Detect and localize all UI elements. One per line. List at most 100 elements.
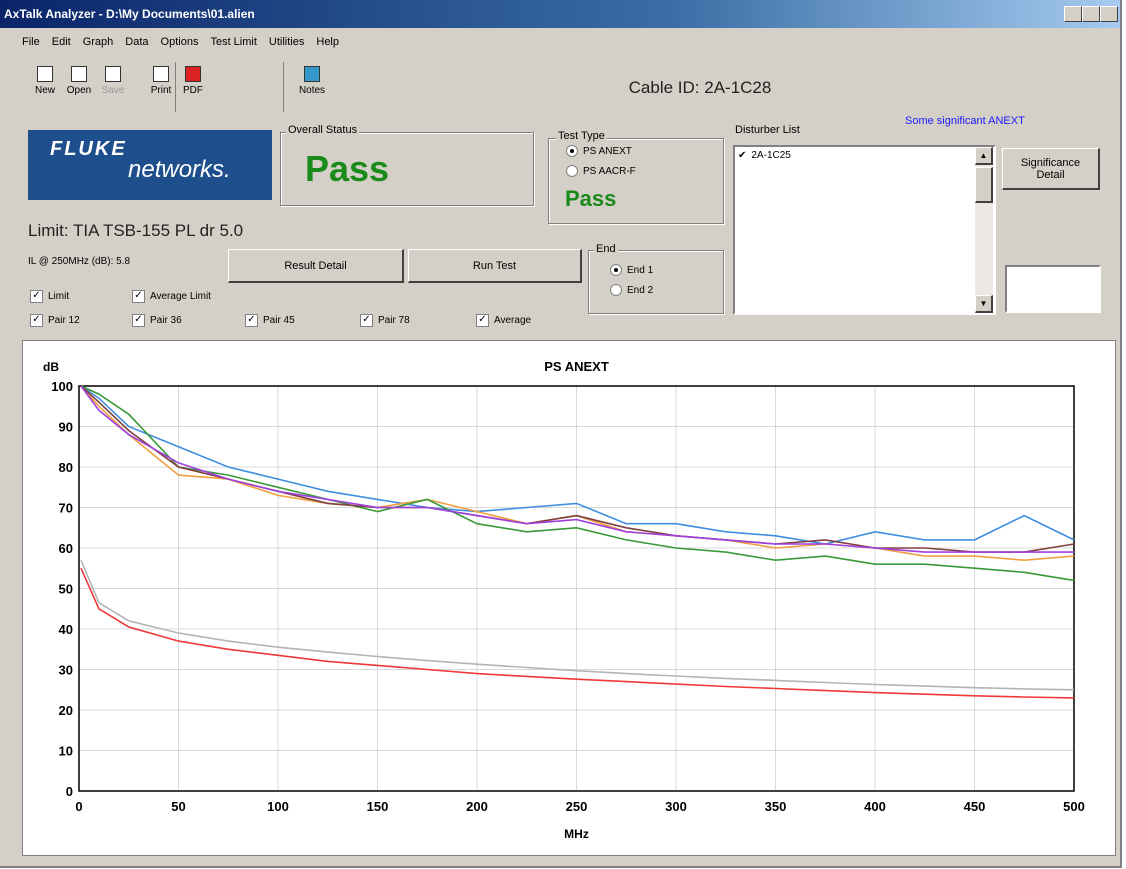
checkbox-label: Average bbox=[494, 315, 532, 326]
menu-bar: File Edit Graph Data Options Test Limit Utilit… bbox=[22, 36, 339, 48]
significance-button[interactable]: Significance Detail bbox=[1002, 148, 1100, 190]
radio-label: PS AACR-F bbox=[583, 165, 636, 177]
checkbox: ✓ bbox=[132, 314, 145, 327]
logo: FLUKE networks. bbox=[28, 130, 272, 200]
scroll-up[interactable]: ▲ bbox=[975, 147, 993, 165]
insertion-loss: IL @ 250MHz (dB): 5.8 bbox=[28, 256, 131, 267]
window-title: AxTalk Analyzer - D:\My Documents\01.ali… bbox=[4, 7, 255, 21]
radio-option[interactable]: End 1 bbox=[610, 264, 653, 276]
group-label: End bbox=[594, 243, 618, 255]
y-tick-label: 60 bbox=[59, 541, 73, 556]
checkbox: ✓ bbox=[245, 314, 258, 327]
menu-item[interactable]: Test Limit bbox=[210, 36, 257, 48]
logo-sub: networks. bbox=[128, 156, 231, 183]
disturber-list[interactable]: ✔ 2A-1C25 bbox=[733, 145, 996, 315]
text-box[interactable] bbox=[1005, 265, 1101, 313]
checkbox-label: Pair 78 bbox=[378, 315, 410, 326]
radio-label: PS ANEXT bbox=[583, 145, 632, 157]
y-axis-label: dB bbox=[43, 360, 59, 374]
y-tick-label: 50 bbox=[59, 582, 73, 597]
toolbar-button[interactable]: Print bbox=[144, 66, 178, 96]
maximize-button[interactable] bbox=[1082, 6, 1100, 22]
y-tick-label: 0 bbox=[66, 784, 73, 799]
group-label: Overall Status bbox=[286, 124, 360, 136]
close-button[interactable] bbox=[1100, 6, 1118, 22]
y-tick-label: 80 bbox=[59, 460, 73, 475]
significance-note: Some significant ANEXT bbox=[905, 115, 1025, 127]
x-tick-label: 150 bbox=[367, 799, 389, 814]
group-label: Test Type bbox=[556, 130, 607, 142]
checkbox: ✓ bbox=[360, 314, 373, 327]
scrollbar[interactable]: ▲ ▼ bbox=[975, 147, 993, 313]
result-detail-button[interactable]: Result Detail bbox=[228, 249, 404, 283]
scroll-thumb[interactable] bbox=[975, 167, 993, 203]
toolbar-button[interactable]: New bbox=[28, 66, 62, 96]
overall-status-group bbox=[280, 132, 534, 206]
x-tick-label: 100 bbox=[267, 799, 289, 814]
x-tick-label: 250 bbox=[566, 799, 588, 814]
list-item[interactable]: ✔ 2A-1C25 bbox=[738, 150, 994, 161]
toolbar-label: Save bbox=[101, 85, 125, 96]
menu-item[interactable]: Help bbox=[316, 36, 339, 48]
list-label: Disturber List bbox=[735, 124, 800, 136]
y-tick-label: 100 bbox=[51, 379, 73, 394]
run-test-button[interactable]: Run Test bbox=[408, 249, 582, 283]
toolbar-icon bbox=[71, 66, 87, 82]
toolbar-icon bbox=[153, 66, 169, 82]
series-line bbox=[80, 385, 1075, 553]
series-line bbox=[80, 385, 1075, 545]
y-tick-label: 20 bbox=[59, 703, 73, 718]
toolbar-icon bbox=[304, 66, 320, 82]
end-group bbox=[588, 250, 724, 314]
toolbar-button[interactable]: PDF bbox=[176, 66, 210, 96]
x-tick-label: 400 bbox=[864, 799, 886, 814]
check-mark: ✔ bbox=[738, 150, 747, 161]
menu-item[interactable]: Data bbox=[125, 36, 149, 48]
toolbar-button[interactable]: Save bbox=[96, 66, 130, 96]
radio-option[interactable]: PS ANEXT bbox=[566, 145, 632, 157]
minimize-button[interactable] bbox=[1064, 6, 1082, 22]
checkbox-label: Average Limit bbox=[150, 291, 211, 302]
test-type-group bbox=[548, 138, 724, 224]
x-tick-label: 50 bbox=[171, 799, 185, 814]
checkbox: ✓ bbox=[132, 290, 145, 303]
series-checkbox[interactable]: ✓ Average bbox=[476, 314, 531, 327]
checkbox: ✓ bbox=[30, 290, 43, 303]
menu-item[interactable]: Graph bbox=[82, 36, 114, 48]
toolbar-label: New bbox=[34, 85, 55, 96]
x-tick-label: 200 bbox=[466, 799, 488, 814]
x-tick-label: 450 bbox=[964, 799, 986, 814]
title-bar: AxTalk Analyzer - D:\My Documents\01.ali… bbox=[0, 0, 1120, 28]
toolbar-button[interactable]: Notes bbox=[295, 66, 329, 96]
series-checkbox[interactable]: ✓ Pair 78 bbox=[360, 314, 410, 327]
menu-item[interactable]: Edit bbox=[51, 36, 71, 48]
series-checkbox[interactable]: ✓ Average Limit bbox=[132, 290, 211, 303]
chart-title: PS ANEXT bbox=[544, 359, 609, 374]
toolbar-label: Open bbox=[66, 85, 92, 96]
x-tick-label: 0 bbox=[75, 799, 82, 814]
toolbar-button[interactable]: Open bbox=[62, 66, 96, 96]
y-tick-label: 30 bbox=[59, 663, 73, 678]
toolbar-label: Notes bbox=[298, 85, 326, 96]
radio-option[interactable]: End 2 bbox=[610, 284, 653, 296]
cable-id: Cable ID: 2A-1C28 bbox=[628, 78, 772, 97]
toolbar-label: PDF bbox=[183, 85, 203, 96]
series-line bbox=[80, 385, 1075, 562]
series-line bbox=[80, 385, 1074, 553]
scroll-down[interactable]: ▼ bbox=[975, 295, 993, 313]
x-tick-label: 300 bbox=[665, 799, 687, 814]
menu-item[interactable]: File bbox=[22, 36, 40, 48]
series-checkbox[interactable]: ✓ Pair 45 bbox=[245, 314, 295, 327]
menu-item[interactable]: Options bbox=[160, 36, 199, 48]
series-checkbox[interactable]: ✓ Limit bbox=[30, 290, 69, 303]
toolbar-separator bbox=[175, 62, 176, 112]
y-tick-label: 70 bbox=[59, 501, 73, 516]
logo-brand: FLUKE bbox=[50, 138, 127, 160]
plot-frame bbox=[78, 385, 1075, 792]
series-checkbox[interactable]: ✓ Pair 12 bbox=[30, 314, 80, 327]
series-checkbox[interactable]: ✓ Pair 36 bbox=[132, 314, 182, 327]
radio-option[interactable]: PS AACR-F bbox=[566, 165, 636, 177]
menu-item[interactable]: Utilities bbox=[268, 36, 305, 48]
